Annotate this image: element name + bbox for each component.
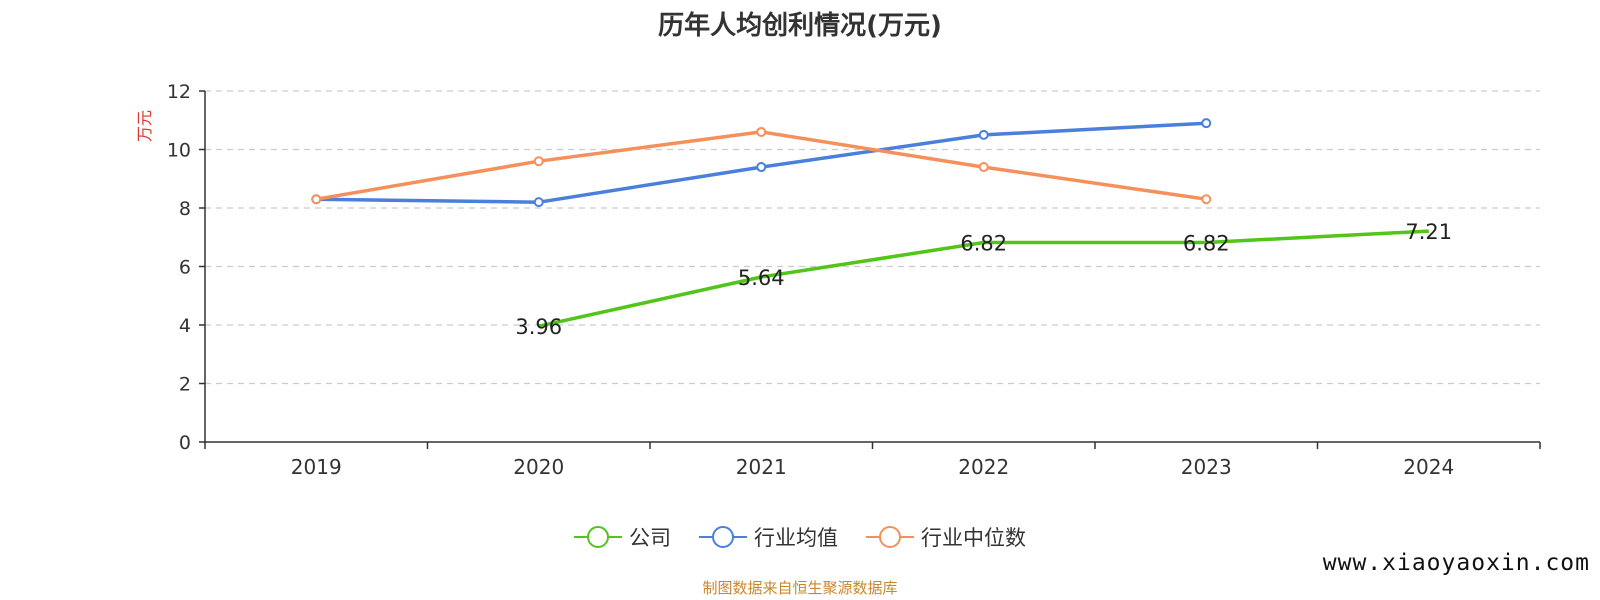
source-note: 制图数据来自恒生聚源数据库 bbox=[702, 579, 897, 597]
legend-item-3: 行业中位数 bbox=[866, 526, 1026, 550]
legend-marker bbox=[879, 526, 901, 548]
data-point bbox=[1201, 194, 1212, 205]
axes: 0 2 4 6 8 10 12 2019 2020 2021 2022 2023 2024 bbox=[167, 81, 1541, 479]
grid-lines bbox=[205, 90, 1540, 385]
series-3 bbox=[311, 126, 1212, 205]
data-point bbox=[533, 197, 544, 208]
data-label: 6.82 bbox=[1183, 232, 1230, 256]
chart-title: 历年人均创利情况(万元) bbox=[658, 10, 942, 41]
x-tick-label: 2022 bbox=[958, 455, 1009, 479]
y-tick-label: 6 bbox=[179, 257, 191, 279]
data-point bbox=[756, 126, 767, 137]
y-tick-label: 0 bbox=[179, 432, 191, 454]
x-tick-label: 2024 bbox=[1403, 455, 1454, 479]
series-1 bbox=[538, 229, 1429, 328]
series-line bbox=[538, 229, 1429, 328]
legend-marker bbox=[587, 526, 609, 548]
data-label: 3.96 bbox=[515, 315, 562, 339]
data-point bbox=[978, 162, 989, 173]
x-tick-label: 2019 bbox=[291, 455, 342, 479]
x-tick-label: 2020 bbox=[513, 455, 564, 479]
legend-item-2: 行业均值 bbox=[699, 526, 838, 550]
legend-label: 行业中位数 bbox=[921, 526, 1026, 550]
x-tick-label: 2021 bbox=[736, 455, 787, 479]
series-layer bbox=[311, 118, 1429, 328]
data-label: 5.64 bbox=[738, 266, 785, 290]
data-point bbox=[978, 129, 989, 140]
data-point bbox=[311, 194, 322, 205]
legend-marker bbox=[712, 526, 734, 548]
y-tick-label: 12 bbox=[167, 81, 191, 103]
data-point bbox=[533, 156, 544, 167]
data-label: 6.82 bbox=[960, 232, 1007, 256]
legend-label: 行业均值 bbox=[754, 526, 838, 550]
data-point bbox=[756, 162, 767, 173]
y-tick-label: 4 bbox=[179, 315, 191, 337]
legend-label: 公司 bbox=[629, 526, 671, 550]
watermark: www.xiaoyaoxin.com bbox=[1323, 550, 1590, 576]
y-tick-label: 8 bbox=[179, 198, 191, 220]
y-axis-label: 万元 bbox=[135, 110, 154, 142]
y-tick-label: 10 bbox=[167, 140, 191, 162]
x-tick-label: 2023 bbox=[1181, 455, 1232, 479]
data-point bbox=[1201, 118, 1212, 129]
data-labels: 3.96 5.64 6.82 6.82 7.21 bbox=[515, 220, 1452, 339]
data-label: 7.21 bbox=[1405, 220, 1452, 244]
y-tick-label: 2 bbox=[179, 374, 191, 396]
legend: 公司 行业均值 行业中位数 bbox=[574, 526, 1026, 550]
legend-item-1: 公司 bbox=[574, 526, 671, 550]
